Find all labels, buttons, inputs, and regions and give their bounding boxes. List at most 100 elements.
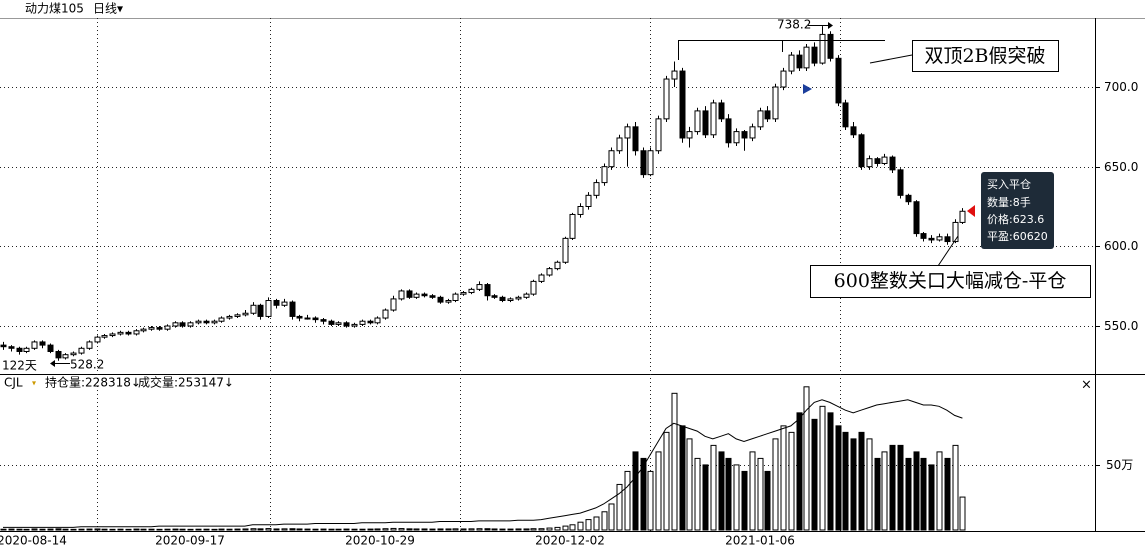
volume-bar <box>328 528 335 531</box>
open-interest-label: 持仓量:228318↓ <box>45 375 141 390</box>
volume-bar <box>413 528 420 531</box>
candle-body <box>538 274 545 282</box>
candle-body <box>749 126 756 139</box>
candle-body <box>242 312 249 316</box>
candle-body <box>94 336 101 343</box>
callout-box <box>810 265 1091 298</box>
low-label: 528.2 <box>70 358 104 372</box>
candle-body <box>211 320 218 324</box>
volume-bar <box>515 528 522 531</box>
candle-body <box>647 150 654 176</box>
volume-bar <box>281 528 288 531</box>
candle-body <box>663 78 670 120</box>
volume-bar <box>889 444 896 531</box>
volume-bar <box>421 528 428 531</box>
y-tick-label: 650.0 <box>1104 160 1138 174</box>
candle-body <box>569 213 576 239</box>
volume-bar <box>429 528 436 531</box>
callout-pointer <box>869 54 913 64</box>
candle-body <box>452 293 459 302</box>
period-selector[interactable]: 日线▾ <box>93 2 123 16</box>
candle-body <box>491 295 498 298</box>
candle-body <box>374 317 381 324</box>
volume-bar <box>226 528 233 531</box>
x-tick-label: 2021-01-06 <box>725 534 795 548</box>
candle-body <box>8 346 15 349</box>
candle-body <box>16 347 23 352</box>
volume-bar <box>679 425 686 531</box>
volume-bar <box>218 528 225 531</box>
candle-body <box>530 280 537 295</box>
candle-body <box>780 70 787 88</box>
volume-bar <box>538 528 545 531</box>
candle-body <box>686 131 693 139</box>
volume-bar <box>312 528 319 531</box>
volume-bar <box>47 528 54 531</box>
trade-info: 买入平仓 <box>987 177 1031 191</box>
candle-body <box>679 70 686 139</box>
callout-box <box>912 40 1059 72</box>
close-panel[interactable]: × <box>1081 378 1092 393</box>
candle-body <box>289 301 296 317</box>
volume-bar <box>749 451 756 531</box>
candle-body <box>55 350 62 359</box>
candle-body <box>312 317 319 321</box>
candle-body <box>78 347 85 354</box>
volume-bar <box>569 524 576 531</box>
candle-body <box>952 221 959 243</box>
volume-bar <box>179 528 186 531</box>
candle-body <box>702 110 709 136</box>
volume-bar <box>811 418 818 531</box>
symbol[interactable]: 动力煤105 <box>25 2 84 16</box>
y-tick-label: 600.0 <box>1104 239 1138 253</box>
volume-bar <box>601 511 608 531</box>
indicator-name[interactable]: CJL <box>4 376 23 390</box>
candle-body <box>257 304 264 317</box>
candle-body <box>889 156 896 171</box>
candle-body <box>195 320 202 324</box>
volume-bar <box>265 528 272 531</box>
candle-body <box>671 70 678 80</box>
candle-body <box>70 352 77 356</box>
volume-bar <box>757 457 764 531</box>
volume-bar <box>359 528 366 531</box>
volume-bar <box>608 503 615 531</box>
volume-bar <box>562 525 569 531</box>
open-interest-line <box>3 399 963 528</box>
candle-body <box>655 118 662 152</box>
volume-bar <box>842 431 849 531</box>
volume-bar <box>468 528 475 531</box>
volume-bar <box>476 528 483 531</box>
candle-body <box>164 325 171 330</box>
candle-body <box>523 293 530 298</box>
annotations: 738.2 528.2 122天 双顶2B假突破 600整数关口大幅减仓-平仓 … <box>2 18 1091 373</box>
candle-body <box>109 333 116 337</box>
candle-body <box>585 194 592 207</box>
candle-body <box>296 315 303 319</box>
volume-bar <box>850 438 857 531</box>
candle-body <box>764 110 771 120</box>
trade-info-box <box>981 172 1054 249</box>
candle-body <box>881 156 888 164</box>
candle-body <box>484 284 491 297</box>
candle-body <box>148 327 155 330</box>
volume-bar <box>936 451 943 531</box>
indicator-dropdown[interactable]: ▾ <box>32 379 36 388</box>
arrow-head <box>50 360 55 367</box>
volume-bar <box>647 470 654 531</box>
candle-body <box>640 150 647 176</box>
candle-body <box>101 335 108 338</box>
volume-bar <box>920 457 927 531</box>
volume-bar <box>242 528 249 531</box>
volume-bar <box>78 528 85 531</box>
volume-bar <box>140 528 147 531</box>
volume-bar <box>952 444 959 531</box>
candle-body <box>203 320 210 324</box>
candle-body <box>608 150 615 168</box>
candle-body <box>515 296 522 300</box>
candle-body <box>616 137 623 152</box>
candle-body <box>390 298 397 311</box>
volume-bar <box>694 457 701 531</box>
volume-bar <box>835 425 842 531</box>
